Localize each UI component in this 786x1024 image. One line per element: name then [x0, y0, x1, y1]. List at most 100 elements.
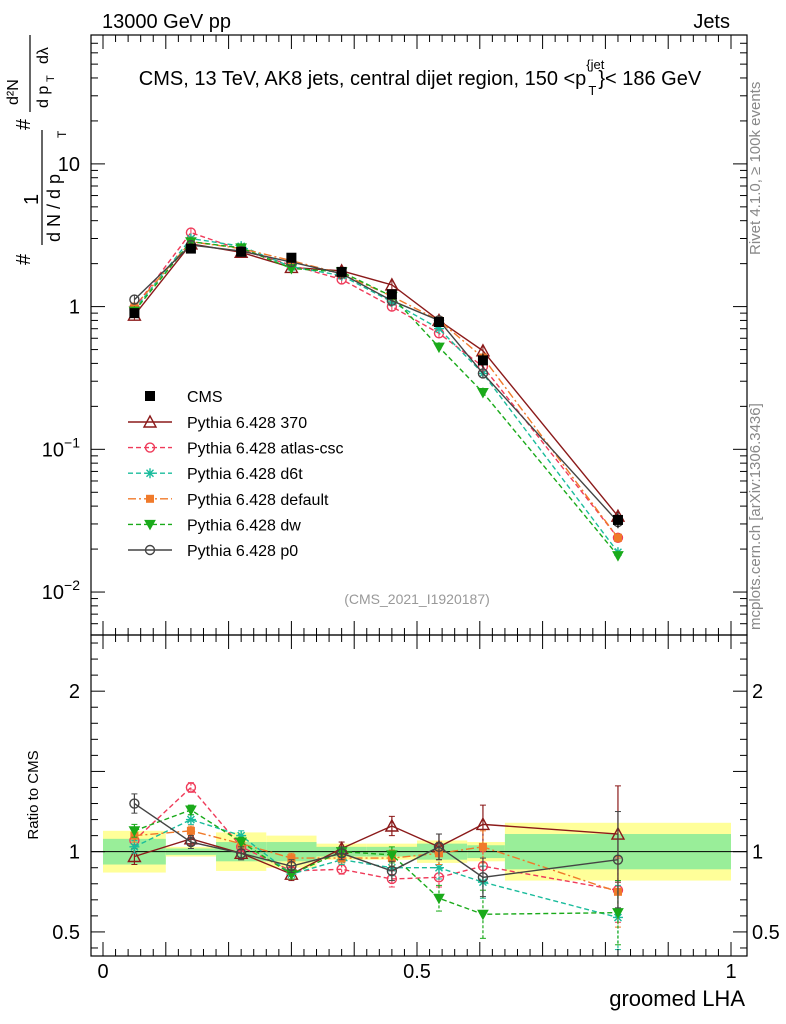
series-pythia-6-428-p0 [129, 239, 624, 528]
ratio-point [235, 837, 248, 849]
legend-marker [144, 544, 156, 556]
title-sub: T [588, 83, 596, 98]
cms-data-point [236, 246, 247, 257]
legend-label: Pythia 6.428 dw [187, 517, 301, 534]
ratio-point [477, 872, 489, 883]
legend-marker [144, 442, 156, 453]
legend-marker [144, 519, 156, 531]
y-tick-base: 10 [58, 154, 80, 176]
data-point [433, 342, 445, 354]
series-line-ratio [134, 818, 619, 919]
ylabel-sub-t2: T [45, 75, 57, 82]
mcplots-label: mcplots.cern.ch [arXiv:1306.3436] [747, 403, 764, 630]
y-tick-base: 10 [42, 439, 64, 461]
ratio-point [478, 842, 487, 851]
ratio-y-tick-label: 1 [69, 842, 80, 864]
cms-data-point [336, 266, 347, 277]
legend-entry-cms: CMS [145, 389, 223, 406]
x-tick-label: 0.5 [403, 961, 431, 983]
legend-label: Pythia 6.428 d6t [187, 466, 303, 483]
x-tick-label: 0 [97, 961, 108, 983]
data-point [613, 533, 622, 542]
axes [90, 34, 748, 957]
ratio-series-pythia-6-428-p0 [129, 793, 624, 909]
cms-data-point [129, 308, 140, 319]
legend-entry-4: Pythia 6.428 dw [128, 517, 301, 534]
ratio-point [127, 849, 142, 863]
ratio-point [186, 826, 195, 835]
y-tick-base: 10 [42, 582, 64, 604]
ylabel-hash1: # [13, 253, 35, 265]
ratio-y-axis-label: Ratio to CMS [25, 750, 42, 839]
ratio-y-tick-label-right: 2 [752, 681, 763, 703]
ratio-point [129, 798, 140, 809]
header-energy: 13000 GeV pp [102, 11, 231, 33]
legend-entry-1: Pythia 6.428 atlas-csc [128, 441, 344, 458]
y-tick-exponent: −2 [64, 577, 80, 593]
analysis-watermark: (CMS_2021_I1920187) [344, 591, 490, 607]
ylabel-hash2: # [13, 118, 35, 130]
data-point [433, 323, 444, 334]
ratio-point [433, 841, 445, 853]
ratio-point [185, 836, 197, 848]
legend-label: Pythia 6.428 atlas-csc [187, 441, 344, 458]
legend-label: CMS [187, 389, 223, 406]
ratio-y-tick-label-right: 0.5 [752, 922, 780, 944]
chart-title: CMS, 13 TeV, AK8 jets, central dijet reg… [139, 57, 702, 98]
legend-entry-3: Pythia 6.428 default [128, 492, 329, 509]
x-axis-label: groomed LHA [609, 986, 745, 1011]
ylabel-sub-t1: T [55, 130, 69, 138]
y-tick-exponent: −1 [64, 434, 80, 450]
data-point [477, 388, 489, 399]
title-sup: {jet [586, 57, 604, 72]
ratio-point [384, 818, 400, 832]
y-tick-label: 10−1 [42, 434, 80, 461]
data-point [129, 294, 140, 305]
legend-label: Pythia 6.428 p0 [187, 543, 298, 560]
ylabel-d2n: d²N [5, 79, 22, 105]
ylabel-one: 1 [21, 194, 43, 205]
ratio-point [185, 805, 197, 816]
title-post: }< 186 GeV [598, 68, 702, 90]
ylabel-dpt: d p [35, 86, 52, 108]
ratio-point [287, 854, 296, 863]
ratio-point [386, 865, 398, 877]
cms-data-point [433, 317, 444, 328]
ratio-y-tick-label-right: 1 [752, 842, 763, 864]
ratio-point [475, 816, 491, 831]
legend-label: Pythia 6.428 default [187, 492, 329, 509]
ratio-point [477, 909, 489, 921]
legend-marker [145, 391, 155, 401]
ratio-y-tick-label: 2 [69, 681, 80, 703]
cms-data-point [612, 514, 623, 525]
ratio-point [235, 848, 247, 859]
ratio-point [129, 841, 140, 852]
legend-marker [142, 414, 158, 428]
x-tick-label: 1 [725, 961, 736, 983]
legend-marker [146, 494, 154, 503]
ratio-point [286, 860, 297, 872]
y-tick-label: 10−2 [42, 577, 80, 604]
legend: CMS Pythia 6.428 370 Pythia 6.428 atlas-cs… [128, 389, 344, 560]
cms-data-point [286, 252, 297, 263]
series-cms-data [129, 243, 623, 529]
title-pre: CMS, 13 TeV, AK8 jets, central dijet reg… [139, 68, 587, 90]
y-tick-base: 1 [69, 297, 80, 319]
header-process: Jets [693, 11, 730, 33]
ratio-point [185, 814, 196, 825]
ratio-point [433, 862, 444, 873]
ratio-point [612, 854, 624, 865]
cms-data-point [185, 243, 196, 254]
series-layer [127, 227, 626, 951]
y-axis-label: # 1 d N / d p T # d²N d p T dλ [5, 35, 69, 265]
legend-label: Pythia 6.428 370 [187, 415, 307, 432]
ratio-point [236, 830, 247, 841]
ratio-point [336, 848, 347, 859]
data-point [477, 368, 489, 379]
ratio-point [433, 893, 445, 905]
ratio-point [386, 850, 398, 861]
ylabel-dn: d N / d p [44, 174, 64, 242]
legend-marker [145, 468, 155, 479]
